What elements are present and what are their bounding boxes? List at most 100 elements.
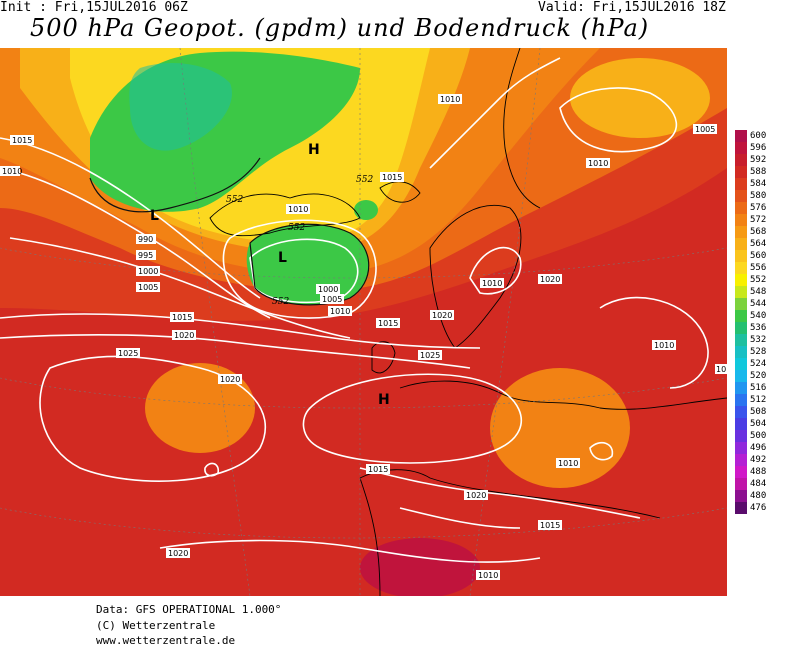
legend-entry: 564 [732,238,787,250]
legend-value: 524 [750,359,767,369]
legend-swatch [735,214,747,226]
svg-text:1025: 1025 [118,349,138,358]
legend-swatch [735,466,747,478]
legend-value: 512 [750,395,767,405]
legend-value: 544 [750,299,767,309]
svg-text:990: 990 [138,235,153,244]
low-center: L [278,250,287,266]
isobar-label: 1010 [586,158,610,168]
graticule [0,48,727,596]
isobar-labels: 1015 1010 990 995 1000 1005 1015 1020 10… [0,94,727,580]
coastlines [209,48,727,596]
legend-value: 484 [750,479,767,489]
geopot-label: 552 [356,175,373,185]
website-url: www.wetterzentrale.de [96,634,236,647]
legend-value: 552 [750,275,767,285]
svg-text:1000: 1000 [138,267,158,276]
weather-map: 1015 1010 990 995 1000 1005 1015 1020 10… [0,48,727,596]
svg-text:1010: 1010 [2,167,22,176]
legend-swatch [735,310,747,322]
legend-swatch [735,274,747,286]
legend-entry: 492 [732,454,787,466]
isobar-label: 1010 [286,204,310,214]
field-540-low [246,224,369,305]
legend-entry: 584 [732,178,787,190]
legend-entry: 556 [732,262,787,274]
isobar-label: 1015 [10,135,34,145]
iceland-coast [379,181,421,203]
legend-value: 560 [750,251,767,261]
legend-value: 564 [750,239,767,249]
legend-swatch [735,130,747,142]
barents-coast [503,48,541,209]
svg-text:1020: 1020 [168,549,188,558]
field-596-africa [360,538,480,596]
legend-swatch [735,334,747,346]
field-ridge-russia [570,58,710,138]
legend-swatch [735,262,747,274]
legend-entry: 596 [732,142,787,154]
legend-entry: 512 [732,394,787,406]
legend-entry: 580 [732,190,787,202]
geopot-552 [89,157,370,306]
legend-entry: 504 [732,418,787,430]
isobar-label: 1010 [652,340,676,350]
isobar-label: 1010 [556,458,580,468]
legend-value: 476 [750,503,767,513]
legend-entry: 488 [732,466,787,478]
svg-text:1005: 1005 [322,295,342,304]
isobar-label: 1020 [430,310,454,320]
legend-value: 576 [750,203,767,213]
geopot-labels: 552 552 552 552 [226,175,373,307]
svg-text:1020: 1020 [540,275,560,284]
svg-text:1010: 1010 [482,279,502,288]
legend-value: 536 [750,323,767,333]
legend-swatch [735,502,747,514]
isobar-label: 1010 [476,570,500,580]
low-center: L [150,208,159,224]
legend-entry: 476 [732,502,787,514]
isobar-label: 1025 [418,350,442,360]
isobar-label: 1020 [166,548,190,558]
legend-entry: 528 [732,346,787,358]
mediterranean-coast [359,469,661,519]
high-center: H [378,392,390,408]
legend-entry: 484 [732,478,787,490]
legend-swatch [735,322,747,334]
svg-text:1015: 1015 [378,319,398,328]
legend-value: 508 [750,407,767,417]
legend-swatch [735,226,747,238]
svg-text:1020: 1020 [174,331,194,340]
isobars [0,57,709,563]
legend-swatch [735,346,747,358]
legend-swatch [735,454,747,466]
legend-value: 584 [750,179,767,189]
pressure-centers: L L H H [150,142,390,408]
legend-value: 480 [750,491,767,501]
legend-swatch [735,178,747,190]
scandinavia-coast [429,204,522,349]
legend-swatch [735,142,747,154]
svg-text:1010: 1010 [288,205,308,214]
isobar-label: 1005 [693,124,717,134]
legend-value: 516 [750,383,767,393]
legend-entry: 520 [732,370,787,382]
color-legend: 600 596 592 588 584 580 576 572 568 564 560 556 552 5… [732,130,787,520]
data-source: Data: GFS OPERATIONAL 1.000° [96,603,282,616]
isobar-label: 1015 [538,520,562,530]
svg-text:1025: 1025 [420,351,440,360]
valid-time: Valid: Fri,15JUL2016 18Z [538,0,726,15]
legend-swatch [735,166,747,178]
british-isles-coast [371,341,396,374]
svg-text:1015: 1015 [172,313,192,322]
isobar-label: 1010 [480,278,504,288]
legend-value: 504 [750,419,767,429]
field-540-small [354,200,378,220]
legend-entry: 572 [732,214,787,226]
legend-value: 532 [750,335,767,345]
isobar-label: 1020 [538,274,562,284]
isobar-label: 990 [136,234,156,244]
legend-entry: 500 [732,430,787,442]
geopot-label: 552 [272,297,289,307]
init-time: Init : Fri,15JUL2016 06Z [0,0,188,15]
